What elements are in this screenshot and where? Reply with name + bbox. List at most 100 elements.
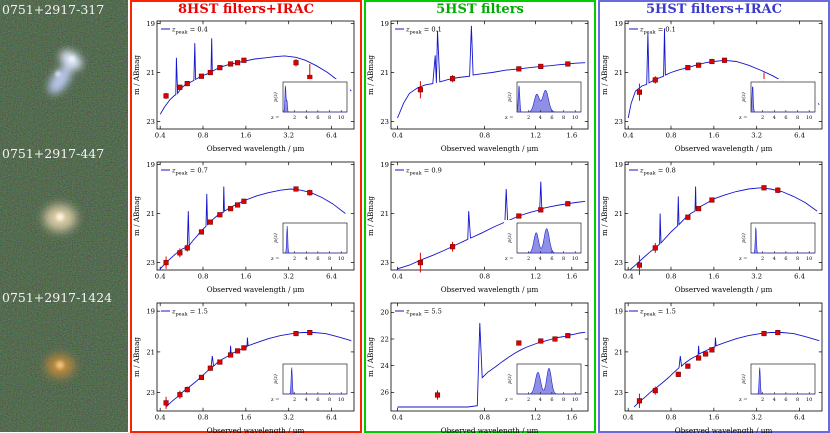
svg-text:4: 4 xyxy=(539,256,542,262)
svg-text:0.4: 0.4 xyxy=(155,132,166,140)
svg-text:0.8: 0.8 xyxy=(666,273,677,281)
svg-text:2: 2 xyxy=(761,397,764,403)
svg-text:21: 21 xyxy=(146,69,155,77)
svg-text:zpeak = 0.9: zpeak = 0.9 xyxy=(405,167,442,177)
svg-text:23: 23 xyxy=(614,259,623,267)
svg-text:1.6: 1.6 xyxy=(566,273,577,281)
svg-text:6.4: 6.4 xyxy=(794,414,805,422)
svg-text:21: 21 xyxy=(380,210,389,218)
svg-text:21: 21 xyxy=(614,348,623,356)
svg-text:10: 10 xyxy=(338,256,344,262)
galaxy-cutouts-column: 0751+2917-317 0751+2917-447 xyxy=(0,0,128,433)
svg-text:p(z): p(z) xyxy=(740,374,747,384)
svg-text:m / ABmag: m / ABmag xyxy=(132,55,141,95)
galaxy-label: 0751+2917-1424 xyxy=(2,290,113,305)
svg-text:2: 2 xyxy=(293,256,296,262)
svg-text:3.2: 3.2 xyxy=(751,414,762,422)
svg-text:8: 8 xyxy=(796,115,799,121)
svg-text:4: 4 xyxy=(773,115,776,121)
svg-text:p(z): p(z) xyxy=(506,374,513,384)
svg-text:26: 26 xyxy=(380,389,389,397)
svg-text:22: 22 xyxy=(380,335,389,343)
svg-text:Observed wavelength / μm: Observed wavelength / μm xyxy=(441,285,539,294)
svg-text:0.4: 0.4 xyxy=(392,132,403,140)
svg-text:0.8: 0.8 xyxy=(479,132,490,140)
svg-text:m / ABmag: m / ABmag xyxy=(600,196,609,236)
svg-text:1.6: 1.6 xyxy=(240,273,251,281)
svg-text:m / ABmag: m / ABmag xyxy=(366,196,375,236)
column-5hst-filters: 5HST filters 0.4 0.8 1.2 1.6 19 21 23 Observed … xyxy=(364,0,596,433)
svg-text:10: 10 xyxy=(572,256,578,262)
svg-text:zpeak = 1.5: zpeak = 1.5 xyxy=(639,308,676,318)
svg-text:0.8: 0.8 xyxy=(198,273,209,281)
svg-text:8: 8 xyxy=(562,397,565,403)
sed-panel-317-8hst-irac: 0.4 0.8 1.6 3.2 6.4 19 21 23 Observed wavelength… xyxy=(132,20,355,153)
svg-text:0.4: 0.4 xyxy=(155,414,166,422)
svg-text:z =: z = xyxy=(505,397,513,403)
svg-text:4: 4 xyxy=(539,115,542,121)
svg-text:21: 21 xyxy=(380,69,389,77)
galaxy-label: 0751+2917-447 xyxy=(2,146,105,161)
svg-text:1.6: 1.6 xyxy=(566,414,577,422)
svg-text:6: 6 xyxy=(550,256,553,262)
svg-text:Observed wavelength / μm: Observed wavelength / μm xyxy=(441,426,539,433)
svg-text:p(z): p(z) xyxy=(506,92,513,102)
svg-text:23: 23 xyxy=(146,259,155,267)
svg-text:0.8: 0.8 xyxy=(198,414,209,422)
svg-text:4: 4 xyxy=(539,397,542,403)
svg-text:19: 19 xyxy=(614,308,623,316)
svg-text:z =: z = xyxy=(271,115,279,121)
svg-text:zpeak = 0.1: zpeak = 0.1 xyxy=(639,26,676,36)
column-title: 5HST filters xyxy=(436,2,524,17)
svg-text:p(z): p(z) xyxy=(740,92,747,102)
svg-text:24: 24 xyxy=(380,362,389,370)
svg-text:19: 19 xyxy=(380,161,389,169)
svg-text:6.4: 6.4 xyxy=(326,132,337,140)
svg-text:6.4: 6.4 xyxy=(326,414,337,422)
svg-text:1.6: 1.6 xyxy=(708,414,719,422)
svg-text:0.4: 0.4 xyxy=(623,132,634,140)
svg-text:z =: z = xyxy=(739,256,747,262)
svg-text:Observed wavelength / μm: Observed wavelength / μm xyxy=(207,426,305,433)
svg-text:8: 8 xyxy=(796,397,799,403)
svg-text:m / ABmag: m / ABmag xyxy=(600,55,609,95)
svg-text:6.4: 6.4 xyxy=(794,132,805,140)
svg-text:4: 4 xyxy=(305,397,308,403)
svg-text:Observed wavelength / μm: Observed wavelength / μm xyxy=(207,144,305,153)
svg-text:2: 2 xyxy=(293,397,296,403)
svg-text:23: 23 xyxy=(380,259,389,267)
svg-text:0.4: 0.4 xyxy=(623,273,634,281)
svg-text:z =: z = xyxy=(739,115,747,121)
svg-text:8: 8 xyxy=(328,115,331,121)
svg-text:Observed wavelength / μm: Observed wavelength / μm xyxy=(441,144,539,153)
column-5hst-filters-irac: 5HST filters+IRAC 0.4 0.8 1.6 3.2 6.4 19 21 23 O… xyxy=(598,0,830,433)
column-title: 8HST filters+IRAC xyxy=(178,2,314,17)
svg-text:0.4: 0.4 xyxy=(392,414,403,422)
svg-text:10: 10 xyxy=(806,115,812,121)
svg-text:23: 23 xyxy=(614,118,623,126)
svg-text:0.4: 0.4 xyxy=(155,273,166,281)
sed-panel-447-5hst: 0.4 0.8 1.2 1.6 19 21 23 Observed wavelength / … xyxy=(366,161,589,294)
svg-text:0.8: 0.8 xyxy=(666,414,677,422)
svg-text:23: 23 xyxy=(614,389,623,397)
svg-text:10: 10 xyxy=(572,115,578,121)
galaxy-image-1424 xyxy=(0,288,128,432)
svg-text:2: 2 xyxy=(293,115,296,121)
svg-text:0.4: 0.4 xyxy=(623,414,634,422)
svg-text:3.2: 3.2 xyxy=(283,273,294,281)
sed-panel-1424-5hst-irac: 0.4 0.8 1.6 3.2 6.4 19 21 23 Observed wavelength… xyxy=(600,302,823,433)
svg-text:Observed wavelength / μm: Observed wavelength / μm xyxy=(675,285,773,294)
svg-text:6: 6 xyxy=(316,115,319,121)
svg-text:1.6: 1.6 xyxy=(708,273,719,281)
svg-text:10: 10 xyxy=(338,115,344,121)
svg-text:8: 8 xyxy=(796,256,799,262)
svg-text:2: 2 xyxy=(761,115,764,121)
svg-text:zpeak = 0.4: zpeak = 0.4 xyxy=(171,26,208,36)
svg-text:3.2: 3.2 xyxy=(283,132,294,140)
svg-text:19: 19 xyxy=(614,161,623,169)
svg-text:m / ABmag: m / ABmag xyxy=(600,337,609,377)
svg-text:4: 4 xyxy=(305,256,308,262)
svg-text:0.8: 0.8 xyxy=(666,132,677,140)
svg-text:z =: z = xyxy=(271,256,279,262)
